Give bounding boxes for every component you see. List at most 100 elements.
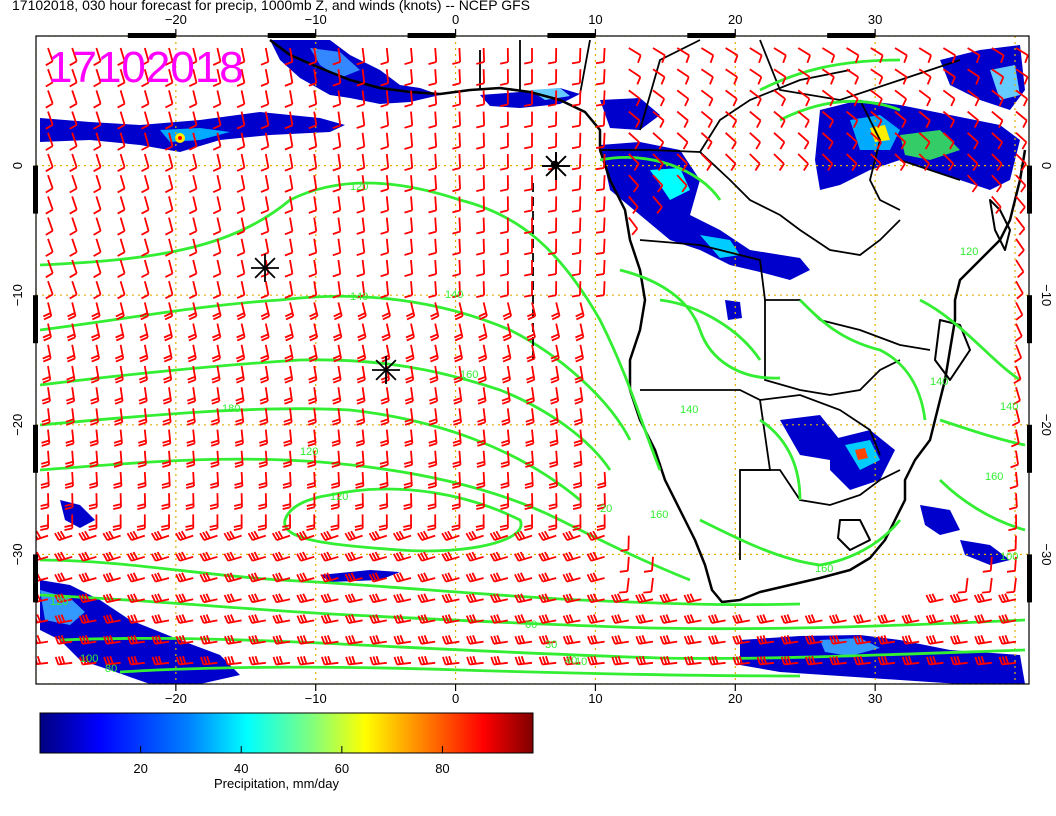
wind-barb [1008,493,1018,511]
wind-barb [141,68,150,88]
wind-barb [575,323,585,342]
wind-barb [452,429,462,447]
wind-barb [652,195,663,214]
wind-barb [548,514,558,531]
wind-barb [428,217,438,235]
contour-label: 120 [330,491,348,503]
wind-barb [65,408,75,426]
wind-barb [175,572,194,583]
wind-barb [236,217,246,236]
wind-barb [725,110,738,129]
wind-barb [136,514,146,531]
contour-label: 120 [350,181,368,193]
wind-barb [234,471,244,489]
wind-barb [164,280,174,300]
y-tick-label: −20 [10,414,25,436]
wind-barb [595,153,606,171]
wind-barb [138,387,148,405]
wind-barb [175,551,194,562]
contour-label: 120 [300,446,318,458]
wind-barb [161,471,171,489]
wind-barb [573,408,583,426]
wind-barb [45,153,54,173]
wind-barb [284,344,294,363]
wind-barb [284,217,294,236]
wind-barb [283,408,293,426]
wind-barb [175,634,194,645]
wind-barb [332,217,342,235]
precipitation-layer [40,40,1025,684]
wind-barb [451,493,461,510]
wind-barb [595,111,606,128]
wind-barb [212,196,222,215]
wind-barb [466,634,484,645]
wind-barb [211,387,221,405]
wind-barb [991,132,1003,150]
wind-barb [452,90,461,108]
wind-barb [452,450,462,468]
wind-barb [69,68,78,88]
wind-barb [164,153,174,172]
wind-barb [967,47,981,64]
wind-barb [69,90,78,109]
wind-barb [524,175,533,192]
wind-barb [380,47,390,66]
wind-barb [212,90,222,109]
wind-barb [452,217,461,235]
contour-label: 100 [1000,551,1018,563]
wind-barb [846,47,860,64]
wind-barb [332,153,342,172]
wind-barb [234,429,244,447]
wind-barb [272,572,291,583]
wind-barb [477,365,487,384]
wind-barb [331,450,341,468]
wind-barb [296,572,315,583]
wind-barb [1015,68,1029,85]
wind-barb [345,655,363,666]
wind-barb [538,572,557,583]
wind-barb [102,551,121,562]
wind-barb [69,238,78,257]
wind-barb [260,217,270,236]
wind-barb [210,471,220,489]
wind-barb [1010,450,1019,469]
wind-barb [45,47,54,67]
wind-barb [428,429,438,447]
wind-barb [572,514,582,531]
wind-barb [356,47,366,66]
right-axis-band [1027,554,1032,603]
wind-barb [93,196,102,215]
wind-barb [380,90,390,108]
wind-barb [547,69,558,86]
wind-barb [332,281,342,299]
x-tick-label-top: −10 [305,12,327,27]
wind-barb [188,259,198,278]
wind-barb [36,634,49,645]
map-frame [35,35,1030,685]
wind-barb [40,450,50,468]
wind-barb [188,174,198,194]
wind-barb [260,281,270,299]
wind-barb [212,153,222,172]
wind-barb [284,365,294,384]
wind-barb [138,365,148,384]
wind-barb [404,90,414,108]
wind-barb [161,450,171,468]
wind-barb [282,493,292,510]
wind-barb [478,302,488,321]
wind-barb [354,514,364,531]
wind-barb [333,323,343,342]
wind-barb [186,387,197,405]
wind-barb [551,302,561,321]
wind-barb [93,280,102,300]
wind-barb [112,493,122,510]
wind-barb [188,217,198,236]
wind-barb [490,634,508,645]
wind-barb [476,90,485,108]
wind-barb [234,450,244,468]
contour-labels: 120 140 140 160 180 120 120 20 160 140 120 100 80 60 3… [50,181,1018,675]
wind-barb [141,259,150,278]
wind-barb [628,110,641,129]
wind-barb [404,153,414,172]
wind-barb [393,593,412,604]
